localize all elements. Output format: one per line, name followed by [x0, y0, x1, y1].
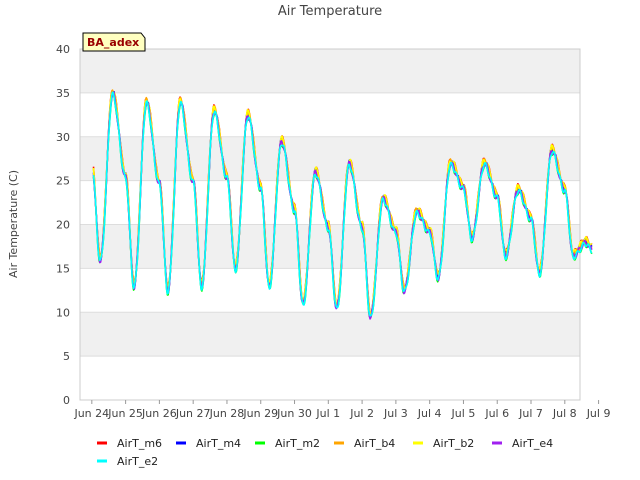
y-tick-label: 35	[56, 87, 70, 100]
legend-label: AirT_m6	[117, 437, 162, 450]
x-axis-ticks: Jun 24 Jun 25 Jun 26 Jun 27 Jun 28 Jun 29 Jun …	[73, 400, 610, 420]
x-tick-label: Jun 25	[107, 407, 143, 420]
y-tick-label: 30	[56, 131, 70, 144]
x-tick-label: Jul 1	[315, 407, 340, 420]
background-band	[80, 136, 580, 181]
x-tick-label: Jun 27	[175, 407, 211, 420]
y-tick-label: 25	[56, 175, 70, 188]
y-tick-label: 5	[63, 350, 70, 363]
y-tick-label: 10	[56, 306, 70, 319]
x-tick-label: Jun 29	[242, 407, 278, 420]
legend: AirT_m6 AirT_m4 AirT_m2 AirT_b4 AirT_b2 AirT_…	[97, 437, 553, 468]
x-tick-label: Jul 4	[417, 407, 442, 420]
site-label: BA_adex	[87, 36, 139, 49]
site-label-box: BA_adex	[82, 32, 146, 52]
legend-label: AirT_m4	[196, 437, 241, 450]
x-tick-label: Jun 24	[73, 407, 109, 420]
chart-title: Air Temperature	[278, 4, 382, 19]
y-tick-label: 0	[63, 394, 70, 407]
legend-label: AirT_m2	[275, 437, 320, 450]
background-band	[80, 312, 580, 357]
x-tick-label: Jun 30	[276, 407, 312, 420]
background-band	[80, 49, 580, 93]
legend-label: AirT_e2	[117, 455, 158, 468]
x-tick-label: Jul 8	[552, 407, 577, 420]
y-tick-label: 40	[56, 43, 70, 56]
y-axis-label: Air Temperature (C)	[7, 170, 20, 278]
x-tick-label: Jun 28	[209, 407, 245, 420]
x-tick-label: Jul 3	[383, 407, 408, 420]
x-tick-label: Jun 26	[141, 407, 177, 420]
series-line	[92, 91, 593, 317]
x-tick-label: Jul 2	[349, 407, 374, 420]
series-lines	[92, 89, 593, 320]
plot-frame	[79, 48, 581, 401]
y-tick-label: 20	[56, 219, 70, 232]
x-tick-label: Jul 9	[586, 407, 611, 420]
x-tick-label: Jul 6	[484, 407, 509, 420]
x-tick-label: Jul 7	[518, 407, 543, 420]
y-tick-label: 15	[56, 262, 70, 275]
x-tick-label: Jul 5	[451, 407, 476, 420]
legend-label: AirT_e4	[512, 437, 553, 450]
y-axis-ticks: 0 5 10 15 20 25 30 35 40	[56, 43, 70, 407]
legend-label: AirT_b2	[433, 437, 474, 450]
legend-label: AirT_b4	[354, 437, 395, 450]
